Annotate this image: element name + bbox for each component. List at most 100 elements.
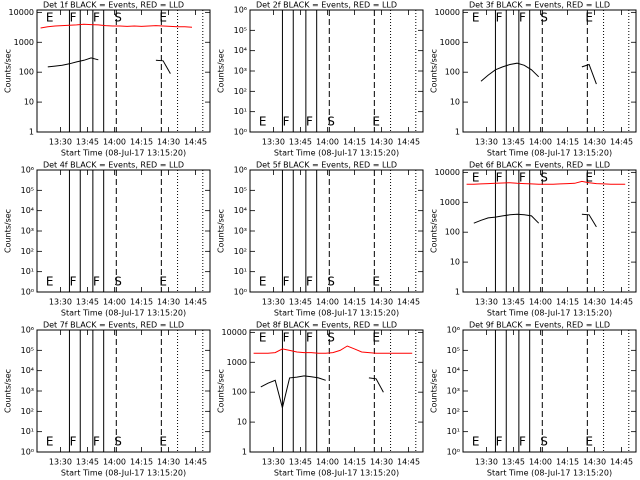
y-tick-label: 10000 xyxy=(9,8,34,17)
series-line xyxy=(253,345,413,354)
y-tick-label: 1 xyxy=(455,128,460,137)
y-tick-label: 10³ xyxy=(234,67,247,76)
y-tick-label: 10² xyxy=(447,407,460,416)
y-tick-label: 1000 xyxy=(227,358,247,367)
phase-label: E xyxy=(46,435,54,449)
phase-label: E xyxy=(159,11,167,25)
y-tick-label: 10⁶ xyxy=(234,6,247,15)
plot-frame xyxy=(36,169,211,293)
x-tick-label: 14:30 xyxy=(157,458,180,467)
phase-label: E xyxy=(159,275,167,289)
x-tick-label: 13:45 xyxy=(76,298,99,307)
x-tick-label: 13:30 xyxy=(49,138,72,147)
phase-label: F xyxy=(496,435,503,449)
y-tick-label: 1000 xyxy=(14,38,34,47)
y-axis-label: Counts/sec xyxy=(430,49,439,93)
plot-frame xyxy=(36,329,211,453)
x-tick-label: 14:15 xyxy=(556,138,579,147)
phase-label: E xyxy=(259,331,267,345)
y-tick-label: 10⁴ xyxy=(234,206,247,215)
x-tick-label: 14:30 xyxy=(583,298,606,307)
x-tick-label: 13:30 xyxy=(475,298,498,307)
phase-label: F xyxy=(70,435,77,449)
y-axis-label: Counts/sec xyxy=(4,49,13,93)
phase-label: S xyxy=(114,275,122,289)
x-tick-label: 14:00 xyxy=(103,458,126,467)
y-axis-label: Counts/sec xyxy=(430,209,439,253)
phase-label: E xyxy=(585,171,593,185)
phase-label: F xyxy=(70,11,77,25)
x-tick-label: 14:45 xyxy=(610,458,633,467)
phase-label: F xyxy=(519,11,526,25)
y-axis-label: Counts/sec xyxy=(217,209,226,253)
x-tick-label: 13:30 xyxy=(262,298,285,307)
x-tick-label: 14:15 xyxy=(130,298,153,307)
y-tick-label: 10¹ xyxy=(21,427,34,436)
phase-label: F xyxy=(283,275,290,289)
y-tick-label: 10⁴ xyxy=(21,366,34,375)
phase-label: E xyxy=(585,11,593,25)
phase-label: E xyxy=(472,435,480,449)
phase-label: E xyxy=(159,435,167,449)
panel: Det 1f BLACK = Events, RED = LLD Start Ti… xyxy=(4,1,211,158)
x-tick-label: 13:45 xyxy=(502,298,525,307)
x-tick-label: 14:00 xyxy=(529,138,552,147)
y-tick-label: 10³ xyxy=(447,387,460,396)
y-tick-label: 10⁰ xyxy=(234,288,247,297)
panel: Det 7f BLACK = Events, RED = LLD Start Ti… xyxy=(4,321,211,478)
phase-label: F xyxy=(70,275,77,289)
x-tick-label: 13:45 xyxy=(502,138,525,147)
x-tick-label: 14:30 xyxy=(583,138,606,147)
phase-label: F xyxy=(306,115,313,129)
x-tick-label: 13:30 xyxy=(475,138,498,147)
x-tick-label: 14:30 xyxy=(157,138,180,147)
x-tick-label: 14:00 xyxy=(316,298,339,307)
y-tick-label: 10000 xyxy=(222,328,247,337)
x-tick-label: 14:15 xyxy=(556,458,579,467)
plot-frame xyxy=(462,169,637,293)
panel-title: Det 5f BLACK = Events, RED = LLD xyxy=(256,161,397,170)
x-tick-label: 13:45 xyxy=(76,458,99,467)
x-axis-label: Start Time (08-Jul-17 13:15:20) xyxy=(274,149,399,158)
phase-label: F xyxy=(519,435,526,449)
y-tick-label: 10² xyxy=(21,247,34,256)
y-tick-label: 10³ xyxy=(21,227,34,236)
phase-label: E xyxy=(472,11,480,25)
plot-frame xyxy=(36,9,211,133)
x-tick-label: 14:00 xyxy=(529,458,552,467)
phase-label: F xyxy=(93,275,100,289)
phase-label: E xyxy=(472,171,480,185)
x-tick-label: 14:00 xyxy=(103,138,126,147)
x-tick-label: 14:45 xyxy=(184,298,207,307)
panel-title: Det 9f BLACK = Events, RED = LLD xyxy=(469,321,610,330)
y-tick-label: 1 xyxy=(455,288,460,297)
x-tick-label: 14:45 xyxy=(397,298,420,307)
x-tick-label: 13:30 xyxy=(475,458,498,467)
x-tick-label: 14:45 xyxy=(397,458,420,467)
y-tick-label: 10⁰ xyxy=(447,448,460,457)
y-tick-label: 100 xyxy=(19,68,34,77)
x-tick-label: 14:00 xyxy=(316,458,339,467)
phase-label: F xyxy=(93,11,100,25)
y-tick-label: 1 xyxy=(29,128,34,137)
panel-title: Det 2f BLACK = Events, RED = LLD xyxy=(256,1,397,10)
y-tick-label: 10⁵ xyxy=(234,26,247,35)
panel: Det 5f BLACK = Events, RED = LLD Start Ti… xyxy=(217,161,424,318)
y-tick-label: 10³ xyxy=(234,227,247,236)
plot-frame xyxy=(462,329,637,453)
y-tick-label: 10⁵ xyxy=(234,186,247,195)
y-tick-label: 10² xyxy=(234,87,247,96)
x-tick-label: 14:30 xyxy=(370,458,393,467)
x-tick-label: 14:45 xyxy=(184,458,207,467)
x-tick-label: 14:30 xyxy=(370,298,393,307)
y-tick-label: 10000 xyxy=(435,8,460,17)
y-axis-label: Counts/sec xyxy=(217,49,226,93)
x-tick-label: 14:15 xyxy=(556,298,579,307)
x-tick-label: 14:15 xyxy=(130,458,153,467)
y-tick-label: 10⁵ xyxy=(21,346,34,355)
x-tick-label: 13:45 xyxy=(289,298,312,307)
y-tick-label: 10⁵ xyxy=(21,186,34,195)
y-axis-label: Counts/sec xyxy=(4,209,13,253)
y-tick-label: 10 xyxy=(237,418,247,427)
